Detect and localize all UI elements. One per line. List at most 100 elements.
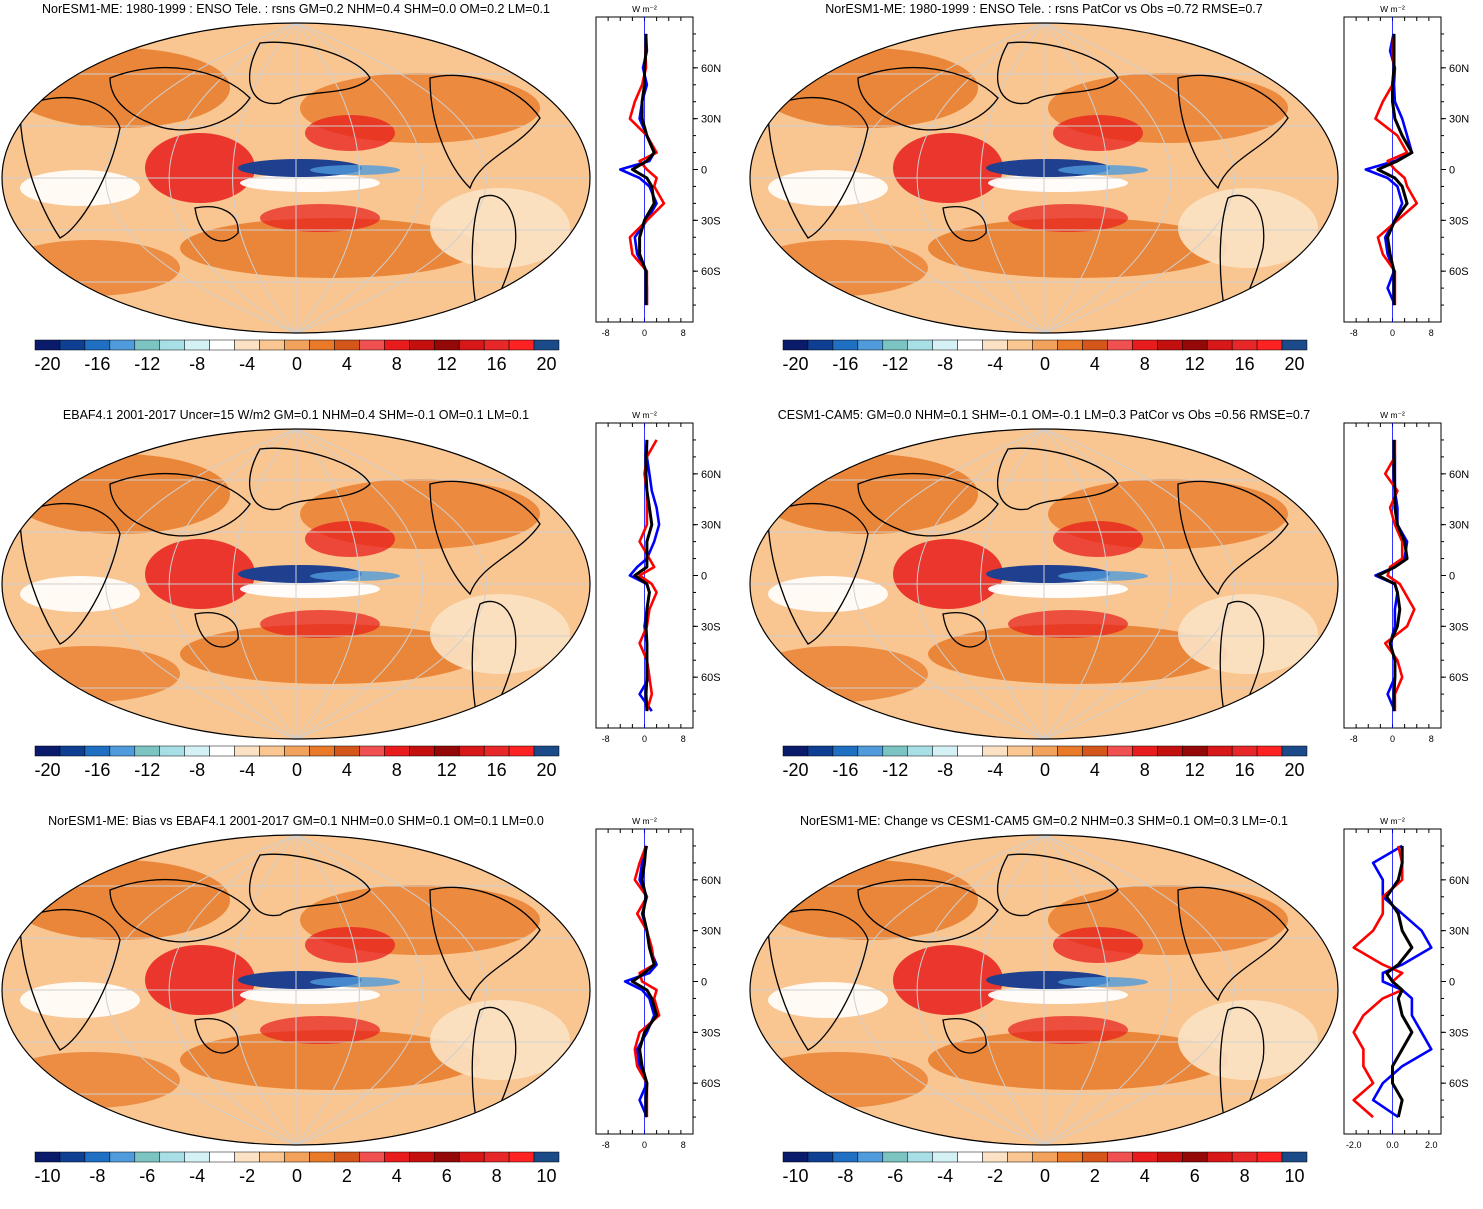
panel-title: EBAF4.1 2001-2017 Uncer=15 W/m2 GM=0.1 N…	[62, 408, 530, 422]
continent-outline	[857, 67, 999, 131]
field-patch	[305, 927, 395, 963]
colorbar-label: -12	[134, 354, 160, 374]
x-tick-label: 0	[1390, 734, 1395, 744]
x-tick-label: 0	[642, 1140, 647, 1150]
zonal-mean-profile: W m⁻² -8 0 8 60N 30N 0 30S 60S	[1343, 4, 1469, 338]
colorbar-label: -8	[837, 1166, 853, 1186]
continent-outline	[429, 886, 541, 1002]
graticule-meridian	[853, 23, 1045, 333]
colorbar-swatch	[957, 745, 983, 757]
graticule-meridian	[232, 429, 297, 739]
field-patch	[1008, 1016, 1128, 1044]
colorbar-swatch	[59, 745, 86, 757]
colorbar-swatch	[309, 745, 335, 757]
profile-line-black	[630, 845, 659, 1118]
field-patch	[310, 571, 400, 581]
colorbar-swatch	[359, 339, 385, 351]
colorbar-label: 0	[1040, 354, 1050, 374]
graticule-meridian	[916, 835, 1045, 1145]
field-patch	[260, 1016, 380, 1044]
y-tick-label: 60N	[701, 469, 721, 481]
field-patch	[145, 539, 255, 609]
colorbar-label: -8	[937, 354, 953, 374]
y-tick-label: 30N	[701, 926, 721, 938]
y-tick-label: 30N	[701, 520, 721, 532]
colorbar-swatch	[807, 339, 834, 351]
colorbar-swatch	[932, 1151, 958, 1163]
colorbar-swatch	[159, 339, 185, 351]
y-tick-label: 0	[701, 571, 707, 583]
colorbar-label: 0	[292, 1166, 302, 1186]
colorbar-label: 4	[1140, 1166, 1150, 1186]
field-patch	[1053, 521, 1143, 557]
zonal-mean-profile: W m⁻² -8 0 8 60N 30N 0 30S 60S	[595, 410, 721, 744]
panel-reference-model: CESM1-CAM5: GM=0.0 NHM=0.1 SHM=-0.1 OM=-…	[748, 408, 1483, 803]
colorbar-label: 0	[292, 354, 302, 374]
field-patch	[768, 576, 888, 612]
colorbar-label: -4	[937, 1166, 953, 1186]
colorbar-label: 0	[1040, 760, 1050, 780]
colorbar-swatch	[384, 339, 410, 351]
x-tick-label: -8	[1350, 328, 1358, 338]
colorbar-swatch	[84, 1151, 111, 1163]
graticule-meridian	[1043, 429, 1172, 739]
field-patch	[430, 188, 570, 268]
colorbar-swatch	[982, 745, 1008, 757]
colorbar-swatch	[109, 745, 136, 757]
y-tick-label: 60N	[1449, 63, 1469, 75]
x-tick-label: 8	[1429, 328, 1434, 338]
graticule-meridian	[232, 23, 297, 333]
x-tick-label: -8	[602, 328, 610, 338]
continent-outline	[429, 480, 541, 596]
field-patch	[310, 165, 400, 175]
colorbar-swatch	[1007, 745, 1033, 757]
colorbar-swatch	[807, 745, 834, 757]
field-patch	[145, 945, 255, 1015]
colorbar-label: 16	[1235, 354, 1255, 374]
colorbar-swatch	[1107, 745, 1133, 757]
colorbar-swatch	[832, 745, 859, 757]
x-tick-label: -8	[1350, 734, 1358, 744]
continent-outline	[19, 908, 121, 1051]
colorbar-swatch	[384, 1151, 410, 1163]
colorbar-swatch	[533, 745, 560, 757]
colorbar-swatch	[782, 1151, 809, 1163]
colorbar-swatch	[1281, 339, 1308, 351]
colorbar-swatch	[209, 339, 235, 351]
colorbar-label: 12	[1185, 760, 1205, 780]
field-patch	[893, 539, 1003, 609]
field-patch	[10, 860, 230, 940]
colorbar-swatch	[134, 745, 161, 757]
colorbar-swatch	[334, 745, 360, 757]
field-patch	[758, 860, 978, 940]
colorbar-swatch	[1057, 1151, 1083, 1163]
colorbar-swatch	[384, 745, 410, 757]
units-label: W m⁻²	[632, 816, 657, 826]
map-field	[750, 429, 1338, 739]
y-tick-label: 60S	[701, 1078, 721, 1090]
colorbar-swatch	[1231, 1151, 1258, 1163]
y-tick-label: 0	[701, 977, 707, 989]
field-patch	[305, 521, 395, 557]
colorbar-swatch	[1181, 745, 1208, 757]
colorbar-swatch	[882, 1151, 909, 1163]
field-patch	[20, 170, 140, 206]
y-tick-label: 30S	[1449, 1027, 1469, 1039]
colorbar-label: 4	[1090, 354, 1100, 374]
colorbar-label: -12	[882, 760, 908, 780]
continent-outline	[1177, 480, 1289, 596]
continent-outline	[996, 41, 1119, 105]
colorbar-swatch	[907, 745, 933, 757]
colorbar-swatch	[284, 1151, 310, 1163]
graticule-meridian	[1043, 835, 1172, 1145]
units-label: W m⁻²	[1380, 410, 1405, 420]
colorbar-swatch	[1132, 745, 1158, 757]
colorbar-swatch	[1032, 1151, 1058, 1163]
graticule-meridian	[1043, 23, 1172, 333]
colorbar-swatch	[159, 745, 185, 757]
continent-outline	[1177, 886, 1289, 1002]
y-tick-label: 30S	[701, 621, 721, 633]
continent-outline	[248, 447, 371, 511]
graticule-meridian	[1043, 23, 1108, 333]
panel-title: NorESM1-ME: 1980-1999 : ENSO Tele. : rsn…	[42, 2, 550, 16]
